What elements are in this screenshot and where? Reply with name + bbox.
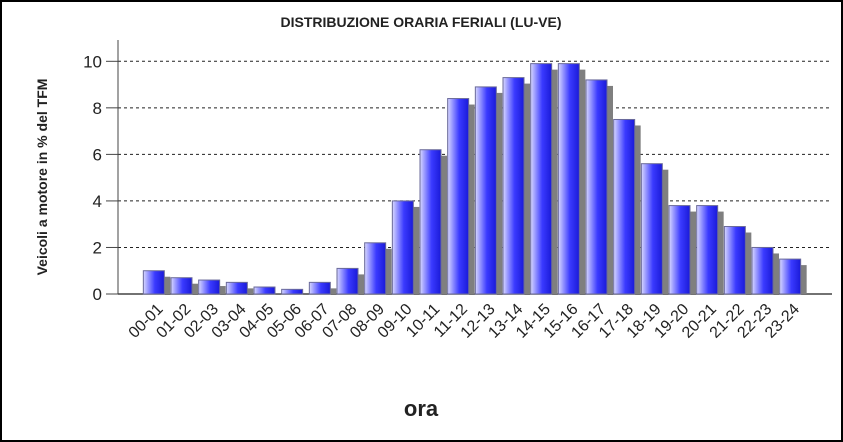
y-tick-label: 2 <box>93 238 102 257</box>
bar <box>419 149 442 295</box>
bar <box>198 279 221 295</box>
chart-title: DISTRIBUZIONE ORARIA FERIALI (LU-VE) <box>280 14 561 30</box>
bar <box>391 200 414 295</box>
bar <box>585 79 608 295</box>
bar <box>696 205 719 295</box>
y-tick-label: 0 <box>93 285 102 304</box>
y-tick-label: 4 <box>93 192 102 211</box>
bar <box>779 258 802 295</box>
bar <box>530 63 553 295</box>
bar <box>751 246 774 295</box>
x-axis-label: ora <box>404 396 439 421</box>
bar <box>225 281 248 295</box>
bar <box>723 226 746 295</box>
bar <box>170 277 193 295</box>
bar <box>447 98 470 295</box>
bar <box>640 163 663 295</box>
y-tick-label: 8 <box>93 99 102 118</box>
bar <box>474 86 497 295</box>
bar <box>281 288 304 295</box>
bar <box>613 118 636 295</box>
y-axis-label: Veicoli a motore in % del TFM <box>34 79 50 276</box>
bar <box>336 267 359 295</box>
bar <box>502 77 525 295</box>
bar <box>668 205 691 295</box>
bar <box>142 270 165 295</box>
y-tick-label: 10 <box>83 52 102 71</box>
bar <box>308 281 331 295</box>
bar <box>253 286 276 295</box>
y-tick-label: 6 <box>93 145 102 164</box>
bar <box>557 63 580 295</box>
bar <box>364 242 387 295</box>
